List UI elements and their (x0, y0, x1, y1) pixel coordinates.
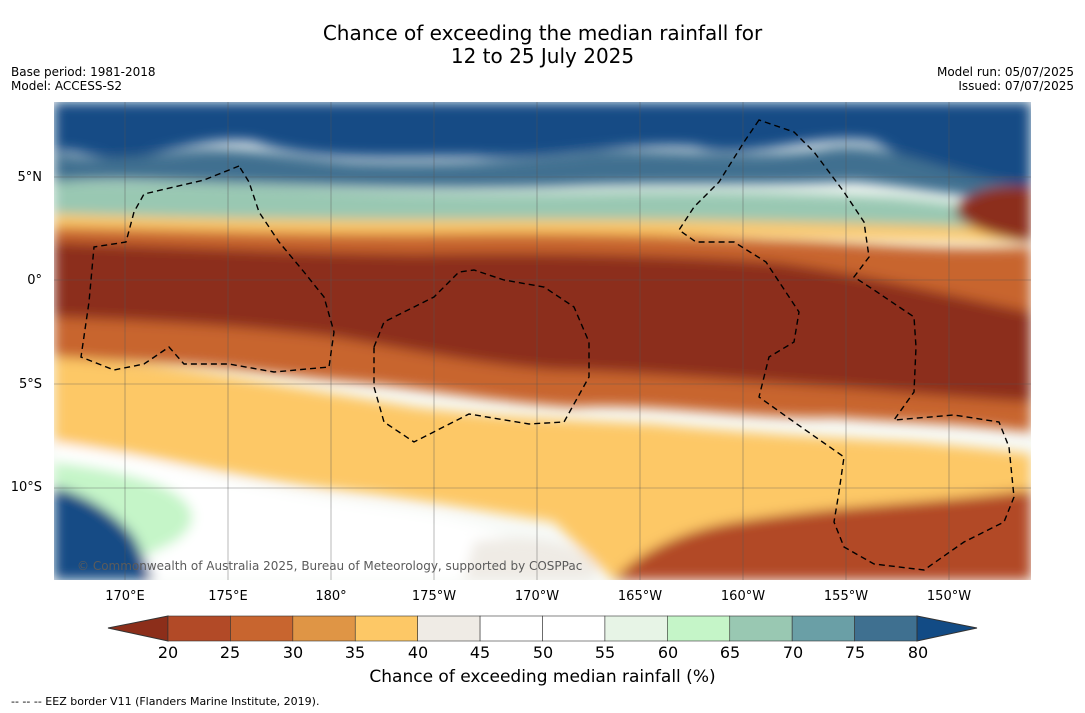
colorbar-tick-60: 60 (657, 643, 679, 662)
chart-title-line2: 12 to 25 July 2025 (450, 44, 635, 68)
lon-label-175w: 175°W (411, 589, 457, 604)
colorbar-tick-35: 35 (344, 643, 366, 662)
colorbar-cell-30-35 (292, 615, 356, 642)
colorbar-cell-35-40 (354, 615, 418, 642)
colorbar-cell-65-70 (729, 615, 793, 642)
colorbar-cell-60-65 (667, 615, 731, 642)
dry-core (54, 242, 1031, 402)
lon-label-155w: 155°W (823, 589, 869, 604)
colorbar-tick-40: 40 (407, 643, 429, 662)
eez-border-west (80, 165, 335, 373)
eez-footnote: -- -- -- EEZ border V11 (Flanders Marine… (11, 695, 320, 708)
colorbar-cell-40-45 (417, 615, 481, 642)
colorbar-cells (167, 615, 918, 642)
lon-label-165w: 165°W (617, 589, 663, 604)
colorbar-tick-70: 70 (782, 643, 804, 662)
base-period-text: Base period: 1981-2018 (11, 65, 156, 79)
colorbar-tick-75: 75 (844, 643, 866, 662)
lat-label-5s: 5°S (18, 377, 42, 392)
lon-label-170e: 170°E (105, 589, 145, 604)
lon-label-160w: 160°W (720, 589, 766, 604)
colorbar-tick-80: 80 (907, 643, 929, 662)
colorbar-low-arrow (107, 615, 169, 642)
lat-label-equator: 0° (27, 273, 42, 288)
colorbar-cell-50-55 (542, 615, 606, 642)
colorbar (107, 615, 978, 642)
wet-region-southwest (54, 487, 154, 580)
colorbar-tick-65: 65 (719, 643, 741, 662)
wet-band-75 (54, 146, 1031, 202)
colorbar-tick-45: 45 (469, 643, 491, 662)
colorbar-cell-25-30 (230, 615, 294, 642)
wet-region-north (54, 102, 1031, 187)
chart-title-line1: Chance of exceeding the median rainfall … (322, 21, 763, 45)
colorbar-title: Chance of exceeding median rainfall (%) (369, 667, 716, 687)
colorbar-tick-20: 20 (157, 643, 179, 662)
issued-text: Issued: 07/07/2025 (958, 79, 1074, 93)
colorbar-cell-55-60 (604, 615, 668, 642)
colorbar-tick-30: 30 (282, 643, 304, 662)
meta-right: Model run: 05/07/2025 Issued: 07/07/2025 (937, 65, 1074, 93)
eez-border-central (373, 269, 590, 443)
lat-label-5n: 5°N (17, 170, 43, 185)
graticule (54, 102, 1031, 580)
rainfall-map (54, 102, 1031, 580)
lon-label-170w: 170°W (514, 589, 560, 604)
colorbar-tick-55: 55 (594, 643, 616, 662)
neutral-patch-south (464, 538, 597, 580)
model-text: Model: ACCESS-S2 (11, 79, 123, 93)
neutral-region-south (54, 442, 564, 580)
lon-label-175e: 175°E (208, 589, 248, 604)
lat-label-10s: 10°S (10, 480, 42, 495)
rainfall-field (54, 102, 1031, 580)
colorbar-high-arrow (916, 615, 978, 642)
eez-borders (80, 119, 1015, 571)
meta-left: Base period: 1981-2018 Model: ACCESS-S2 (11, 65, 156, 93)
colorbar-cell-70-75 (791, 615, 855, 642)
model-run-text: Model run: 05/07/2025 (936, 65, 1074, 79)
dry-patch-northeast (954, 185, 1031, 242)
lon-label-150w: 150°W (926, 589, 972, 604)
colorbar-cell-75-80 (854, 615, 918, 642)
dry-region-southeast (614, 490, 1031, 580)
colorbar-tick-50: 50 (532, 643, 554, 662)
moist-band-north (54, 181, 1031, 230)
colorbar-cell-20-25 (167, 615, 231, 642)
colorbar-cell-45-50 (479, 615, 543, 642)
colorbar-tick-25: 25 (219, 643, 241, 662)
copyright-text: © Commonwealth of Australia 2025, Bureau… (77, 559, 583, 573)
lon-label-180: 180° (315, 589, 347, 604)
eez-border-east (678, 119, 1015, 571)
